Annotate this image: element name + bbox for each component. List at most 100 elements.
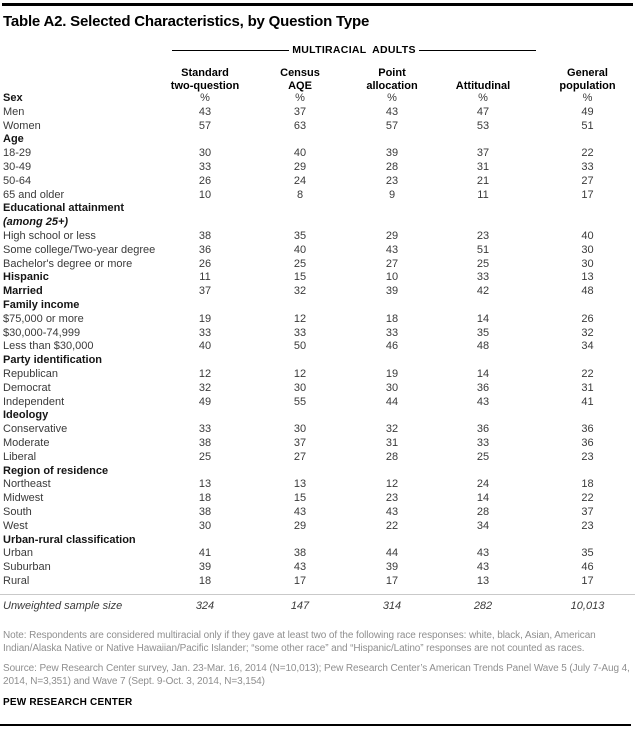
table-row: 65 and older 10 8 9 11 17 [0,189,635,203]
value-cell: 21 [476,174,490,187]
value-cell: 11 [199,271,211,284]
value-cell: 28 [385,160,399,173]
value-cell: 17 [385,574,399,587]
value-cell: % [478,92,488,104]
value-cell: 43 [476,561,490,574]
value-cell: 34 [476,519,490,532]
table-row: Independent 49 55 44 43 41 [0,396,635,410]
row-label: Age [3,133,24,146]
table-source: Source: Pew Research Center survey, Jan.… [3,662,630,687]
value-cell: 40 [581,229,594,242]
value-cell: 35 [476,326,490,339]
table-row: 30-49 33 29 28 31 33 [0,161,635,175]
value-cell: 10 [198,188,212,201]
table-row: Republican 12 12 19 14 22 [0,368,635,382]
row-label: Northeast [3,478,51,491]
table-row: Age [0,133,635,147]
value-cell: 29 [385,229,399,242]
value-cell: 25 [198,450,212,463]
value-cell: 25 [476,450,490,463]
value-cell: 14 [476,312,490,325]
value-cell: 15 [293,492,307,505]
row-label: Midwest [3,492,44,505]
value-cell: 29 [293,519,307,532]
value-cell: 18 [581,478,594,491]
value-cell: 28 [476,505,490,518]
value-cell: 27 [385,257,399,270]
value-cell: 33 [476,271,490,284]
value-cell: 30 [293,381,307,394]
value-cell: 12 [198,367,212,380]
value-cell: 282 [473,599,493,612]
value-cell: 44 [385,547,399,560]
table-row: Less than $30,000 40 50 46 48 34 [0,340,635,354]
table-row: Midwest 18 15 23 14 22 [0,492,635,506]
value-cell: 48 [476,340,490,353]
value-cell: 23 [476,229,490,242]
value-cell: 14 [476,492,490,505]
table-row: (among 25+) [0,216,635,230]
value-cell: 9 [388,188,396,201]
value-cell: 24 [476,478,490,491]
table-row: High school or less 38 35 29 23 40 [0,230,635,244]
value-cell: 37 [293,105,307,118]
value-cell: 57 [385,119,399,132]
value-cell: 31 [581,381,594,394]
dash-line-left [172,49,290,51]
value-cell: 25 [293,257,307,270]
row-label: $75,000 or more [3,312,84,325]
value-cell: 43 [385,105,399,118]
value-cell: 11 [477,188,489,201]
value-cell: 17 [293,574,307,587]
table-row: Suburban 39 43 39 43 46 [0,561,635,575]
column-header-point-allocation: Point allocation [366,67,418,92]
value-cell: 43 [293,505,307,518]
value-cell: 37 [476,147,490,160]
value-cell: 18 [385,312,399,325]
row-label: Urban-rural classification [3,533,136,546]
row-label: 50-64 [3,174,32,187]
row-label: Rural [3,574,30,587]
table-row: Women 57 63 57 53 51 [0,120,635,134]
value-cell: 32 [385,423,399,436]
row-label: Moderate [3,436,50,449]
value-cell: 37 [293,436,307,449]
value-cell: 32 [581,326,594,339]
value-cell: 39 [385,285,399,298]
table-row: Educational attainment [0,202,635,216]
table-row: South 38 43 43 28 37 [0,506,635,520]
row-label: Women [3,119,41,132]
value-cell: 41 [581,395,594,408]
value-cell: 57 [198,119,212,132]
pew-research-center-brand: PEW RESEARCH CENTER [3,696,133,708]
value-cell: 40 [293,243,307,256]
value-cell: 15 [293,271,307,284]
column-header-census-aqe: Census AQE [280,67,320,92]
row-label: Educational attainment [3,202,125,215]
value-cell: 43 [476,395,490,408]
row-label: Independent [3,395,65,408]
value-cell: 22 [385,519,399,532]
column-header-attitudinal: Attitudinal [455,79,511,92]
value-cell: 33 [198,326,212,339]
value-cell: 53 [476,119,490,132]
row-label: (among 25+) [3,216,69,229]
unweighted-sample-size-row: Unweighted sample size 324 147 314 282 1… [0,598,635,614]
value-cell: 8 [296,188,304,201]
row-label: 18-29 [3,147,32,160]
value-cell: 19 [385,367,399,380]
row-label: Less than $30,000 [3,340,94,353]
row-label: Conservative [3,423,68,436]
value-cell: 43 [198,105,212,118]
value-cell: % [200,92,210,104]
value-cell: 314 [382,599,402,612]
value-cell: 37 [581,505,594,518]
table-row: Some college/Two-year degree 36 40 43 51 30 [0,244,635,258]
row-label: Suburban [3,561,51,574]
table-row: 18-29 30 40 39 37 22 [0,147,635,161]
value-cell: 31 [385,436,399,449]
row-label: High school or less [3,229,96,242]
table-row: West 30 29 22 34 23 [0,520,635,534]
value-cell: 36 [581,436,594,449]
column-header-general-population: General population [559,67,616,92]
